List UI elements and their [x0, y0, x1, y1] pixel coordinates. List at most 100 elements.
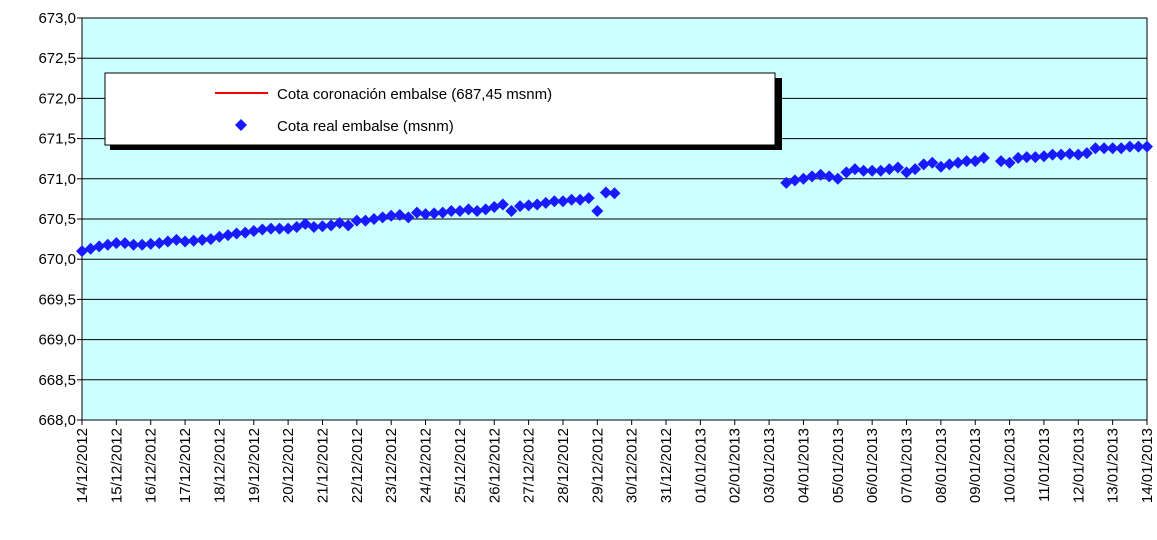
x-tick-label: 03/01/2013 [761, 428, 778, 503]
legend [104, 72, 776, 146]
marker [1089, 142, 1102, 155]
x-tick-label: 20/12/2012 [280, 428, 297, 503]
marker [1063, 147, 1076, 160]
marker [848, 163, 861, 176]
marker [531, 198, 544, 211]
marker [247, 225, 260, 238]
x-tick-label: 13/01/2013 [1105, 428, 1122, 503]
marker [883, 163, 896, 176]
x-tick-label: 14/12/2012 [74, 428, 91, 503]
x-tick-label: 17/12/2012 [177, 428, 194, 503]
y-tick-label: 668,0 [38, 412, 76, 429]
x-tick-label: 21/12/2012 [314, 428, 331, 503]
marker [1046, 148, 1059, 161]
marker [1072, 148, 1085, 161]
marker [994, 155, 1007, 168]
y-tick-label: 671,0 [38, 171, 76, 188]
marker [539, 196, 552, 209]
marker [153, 237, 166, 250]
marker [599, 186, 612, 199]
marker [273, 222, 286, 235]
y-tick-label: 671,5 [38, 131, 76, 148]
marker [556, 195, 569, 208]
x-tick-label: 26/12/2012 [486, 428, 503, 503]
marker [368, 213, 381, 225]
marker [127, 238, 140, 251]
marker [574, 193, 587, 206]
marker [222, 229, 235, 242]
marker [333, 217, 346, 230]
marker [934, 160, 947, 173]
marker [496, 198, 509, 211]
marker [350, 214, 363, 227]
marker [376, 211, 389, 224]
marker [93, 240, 106, 253]
x-tick-label: 10/01/2013 [1002, 428, 1019, 503]
marker [582, 192, 595, 205]
x-tick-label: 12/01/2013 [1070, 428, 1087, 503]
marker [462, 203, 475, 216]
legend-marker [235, 119, 247, 131]
marker [230, 227, 243, 240]
marker [548, 195, 561, 208]
marker [806, 170, 819, 183]
marker [797, 172, 810, 185]
y-tick-label: 673,0 [38, 10, 76, 27]
marker [780, 176, 793, 189]
marker [393, 208, 406, 221]
x-tick-label: 11/01/2013 [1036, 428, 1053, 502]
x-tick-label: 30/12/2012 [624, 428, 641, 503]
marker [522, 199, 535, 212]
marker [1141, 140, 1153, 153]
marker [110, 237, 123, 250]
marker [136, 238, 149, 251]
marker [1020, 151, 1033, 164]
x-tick-label: 02/01/2013 [727, 428, 744, 503]
marker [196, 233, 209, 246]
marker [891, 161, 904, 174]
y-tick-label: 669,0 [38, 332, 76, 349]
x-tick-label: 01/01/2013 [692, 428, 709, 503]
x-tick-label: 31/12/2012 [658, 428, 675, 503]
x-tick-label: 23/12/2012 [383, 428, 400, 503]
marker [239, 226, 252, 239]
marker [1055, 148, 1068, 161]
marker [282, 222, 295, 235]
marker [161, 235, 174, 248]
x-tick-label: 28/12/2012 [555, 428, 572, 503]
marker [943, 158, 956, 171]
marker [264, 222, 277, 235]
marker [1037, 150, 1050, 163]
marker [1012, 151, 1025, 164]
x-tick-label: 22/12/2012 [349, 428, 366, 503]
x-tick-label: 04/01/2013 [795, 428, 812, 503]
marker [1080, 147, 1093, 160]
x-tick-label: 07/01/2013 [899, 428, 916, 503]
marker [608, 187, 621, 200]
marker [857, 164, 870, 177]
marker [428, 207, 441, 220]
marker [823, 170, 836, 183]
y-tick-label: 670,0 [38, 251, 76, 268]
x-tick-label: 06/01/2013 [864, 428, 881, 503]
marker [814, 168, 827, 181]
marker [514, 200, 527, 213]
marker [419, 208, 432, 221]
marker [453, 204, 466, 217]
x-tick-label: 18/12/2012 [211, 428, 228, 503]
x-tick-label: 29/12/2012 [589, 428, 606, 503]
marker [788, 174, 801, 187]
marker [1098, 142, 1111, 155]
marker [342, 219, 355, 232]
marker [1029, 151, 1042, 164]
marker [977, 151, 990, 164]
marker [874, 164, 887, 177]
marker [118, 237, 131, 250]
marker [402, 211, 415, 224]
marker [591, 204, 604, 217]
marker [316, 220, 329, 233]
marker [436, 206, 449, 219]
marker [831, 172, 844, 185]
